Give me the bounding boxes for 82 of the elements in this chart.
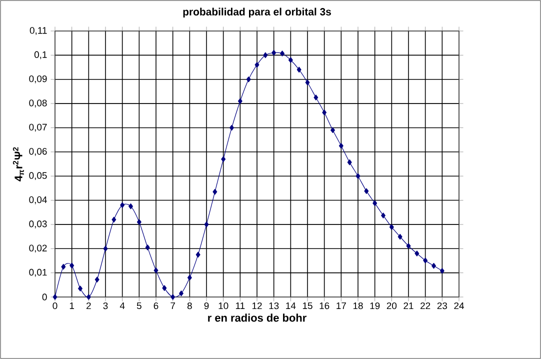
x-tick-label: 12: [252, 302, 262, 310]
point: [314, 94, 318, 100]
point: [272, 50, 276, 56]
point: [78, 286, 82, 292]
point: [238, 98, 242, 104]
x-tick-label: 10: [218, 302, 228, 310]
point: [70, 262, 74, 268]
x-tick-label: 5: [136, 302, 142, 310]
point: [61, 264, 66, 270]
x-tick-label: 9: [204, 302, 209, 310]
point: [338, 142, 344, 149]
point: [136, 219, 142, 225]
point: [212, 188, 218, 195]
point: [263, 52, 268, 58]
point: [364, 188, 369, 194]
point: [52, 294, 58, 300]
x-tick-label: 7: [170, 302, 175, 309]
x-axis-title: r en radios de bohr: [208, 314, 306, 322]
y-tick-label: 0,1: [34, 51, 47, 60]
x-tick-label: 6: [154, 302, 158, 310]
y-tick-label: 0,03: [29, 220, 47, 228]
point: [398, 234, 402, 240]
point: [246, 76, 251, 82]
point: [254, 62, 260, 68]
y-tick-label: 0,09: [29, 75, 47, 84]
x-tick-label: 18: [353, 302, 363, 310]
point: [356, 173, 360, 179]
y-tick-label: 0,04: [29, 196, 47, 204]
point: [86, 294, 91, 300]
x-tick-label: 2: [86, 302, 91, 310]
point: [154, 268, 158, 274]
x-tick-label: 4: [120, 302, 125, 309]
point: [187, 274, 192, 281]
y-tick-label: 0: [42, 294, 47, 300]
point: [305, 80, 310, 86]
point: [221, 156, 226, 162]
point: [372, 200, 378, 206]
x-tick-label: 19: [370, 302, 380, 310]
x-tick-label: 20: [386, 302, 397, 310]
point: [440, 268, 444, 274]
point: [145, 244, 150, 250]
point: [170, 294, 176, 300]
point: [288, 57, 293, 63]
point: [280, 50, 284, 56]
y-tick-label: 0,01: [29, 268, 47, 277]
x-tick-label: 24: [454, 302, 464, 310]
y-tick-label: 0,05: [29, 172, 47, 180]
x-tick-label: 0: [52, 302, 58, 310]
y-tick-label: 0,06: [29, 148, 47, 156]
x-tick-label: 13: [269, 302, 279, 310]
y-tick-label: 0,07: [29, 124, 47, 132]
y-axis-title: 4$_{π}$r$^{2}$Ψ$^{2}$: [12, 147, 24, 182]
point: [112, 216, 116, 223]
x-tick-label: 8: [187, 302, 192, 310]
x-tick-label: 3: [103, 302, 108, 310]
point: [103, 246, 108, 252]
point: [94, 276, 100, 282]
point: [162, 285, 167, 291]
point: [296, 66, 302, 73]
point: [414, 250, 420, 256]
point: [389, 224, 394, 230]
point: [406, 243, 411, 249]
point: [347, 159, 352, 166]
point: [423, 258, 428, 264]
x-tick-label: 15: [302, 302, 312, 310]
x-tick-label: 22: [420, 302, 430, 310]
point: [120, 202, 125, 208]
x-tick-label: 23: [437, 302, 448, 310]
point: [322, 110, 327, 116]
point: [204, 222, 209, 228]
point: [381, 212, 386, 218]
x-tick-label: 21: [404, 302, 414, 310]
x-tick-label: 16: [320, 302, 330, 310]
y-tick-label: 0,08: [29, 100, 47, 108]
x-tick-label: 14: [286, 302, 296, 309]
y-tick-label: 0,11: [30, 27, 47, 35]
y-tick-label: 0,02: [29, 244, 47, 253]
x-tick-label: 1: [70, 302, 74, 309]
chart-title: probabilidad para el orbital 3s: [183, 8, 331, 18]
point: [196, 252, 200, 258]
x-tick-label: 17: [336, 302, 346, 309]
x-tick-label: 11: [236, 302, 245, 309]
